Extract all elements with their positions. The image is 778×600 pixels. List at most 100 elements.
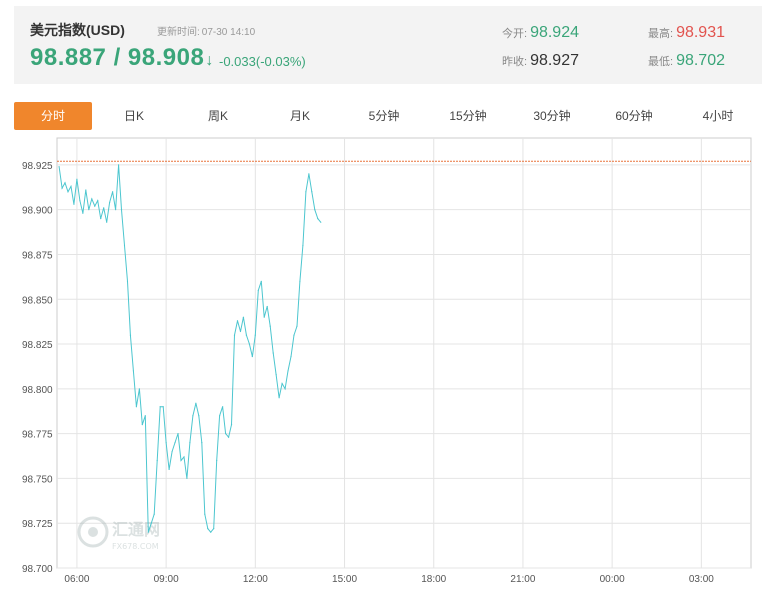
price-point: [299, 280, 301, 282]
price-point: [293, 334, 295, 336]
price-point: [132, 370, 135, 372]
plot-frame: [56, 137, 752, 569]
price-point: [219, 415, 221, 417]
price-point: [79, 200, 81, 202]
down-arrow-icon: ↓: [205, 52, 214, 69]
price-point: [153, 513, 155, 515]
price-point: [195, 402, 197, 404]
price-point: [91, 198, 93, 200]
price-point: [272, 352, 274, 354]
price-point: [67, 191, 69, 193]
price-point: [233, 334, 236, 336]
price-point: [239, 330, 242, 333]
x-tick-label: 12:00: [243, 574, 268, 585]
instrument-title: 美元指数(USD): [30, 22, 125, 38]
tab-weekly-k[interactable]: 周K: [207, 109, 228, 123]
price-point: [245, 334, 248, 336]
price-point: [82, 212, 84, 214]
tab-monthly-k[interactable]: 月K: [289, 109, 310, 123]
price-point: [144, 415, 146, 417]
price-point: [58, 166, 60, 168]
tab-intraday[interactable]: 分时: [14, 102, 92, 130]
y-tick-label: 98.800: [22, 385, 53, 396]
price-point: [207, 527, 209, 530]
update-time-value: 07-30 14:10: [201, 27, 256, 38]
price-point: [88, 209, 90, 211]
price-point: [162, 406, 164, 408]
price-point: [248, 343, 250, 345]
x-tick-label: 00:00: [600, 574, 625, 585]
price-point: [320, 221, 322, 223]
price-point: [189, 441, 191, 444]
price-point: [216, 459, 218, 462]
period-tabs: 分时 日K 周K 月K 5分钟 15分钟 30分钟 60分钟 4小时: [14, 102, 762, 130]
price-point: [159, 406, 161, 408]
x-tick-label: 18:00: [421, 574, 446, 585]
price-point: [126, 280, 129, 282]
price-point: [186, 477, 188, 480]
watermark-logo-dot: [88, 527, 98, 537]
watermark-domain: FX678.COM: [112, 542, 159, 551]
low-stat: 最低: 98.702: [648, 52, 725, 70]
price-point: [266, 305, 268, 308]
y-tick-label: 98.875: [22, 250, 53, 261]
price-points: [58, 164, 322, 533]
tab-4hour[interactable]: 4小时: [702, 109, 734, 123]
tab-30min[interactable]: 30分钟: [533, 109, 571, 123]
price-point: [141, 424, 143, 426]
price-point: [257, 289, 259, 291]
price-point: [117, 164, 120, 166]
price-point: [290, 355, 292, 358]
price-point: [114, 209, 117, 211]
prev-close-label: 昨收:: [502, 56, 528, 68]
price-point: [311, 191, 313, 193]
tab-daily-k[interactable]: 日K: [123, 109, 144, 123]
tab-5min[interactable]: 5分钟: [368, 109, 400, 123]
price-point: [278, 397, 280, 399]
x-axis-labels: 06:00 09:00 12:00 15:00 18:00 21:00 00:00 03:00: [64, 574, 714, 585]
x-tick-label: 21:00: [510, 574, 535, 585]
price-point: [109, 201, 111, 204]
price-point: [120, 209, 123, 211]
price-point: [305, 191, 307, 193]
price-point: [112, 191, 114, 193]
tab-60min[interactable]: 60分钟: [615, 109, 653, 123]
price-point: [269, 325, 271, 327]
price-point: [129, 334, 132, 336]
price-change: -0.033(-0.03%): [219, 54, 306, 69]
price-point: [242, 316, 245, 318]
price-point: [150, 522, 152, 524]
x-tick-label: 03:00: [689, 574, 714, 585]
price-point: [174, 441, 176, 444]
chart-grid: [57, 138, 751, 569]
y-tick-label: 98.750: [22, 474, 53, 485]
price-point: [103, 207, 105, 209]
high-stat: 最高: 98.931: [648, 24, 725, 42]
price-point: [100, 218, 102, 220]
prev-close-value: 98.927: [530, 52, 579, 69]
open-stat: 今开: 98.924: [502, 24, 579, 42]
y-tick-label: 98.925: [22, 161, 53, 172]
price-point: [284, 388, 286, 390]
open-value: 98.924: [530, 24, 579, 41]
y-axis-labels: 98.700 98.725 98.750 98.775 98.800 98.825 98.8…: [22, 161, 53, 575]
price-point: [230, 424, 233, 426]
price-point: [254, 334, 256, 336]
watermark-brand: 汇通网: [112, 520, 160, 539]
price-point: [281, 382, 283, 385]
tab-15min[interactable]: 15分钟: [449, 109, 487, 123]
price-point: [192, 415, 194, 417]
watermark-logo-icon: [77, 516, 109, 548]
price-point: [317, 218, 319, 220]
y-tick-label: 98.900: [22, 206, 53, 217]
x-tick-label: 15:00: [332, 574, 357, 585]
high-label: 最高:: [648, 28, 674, 40]
price-point: [201, 441, 203, 444]
price-point: [213, 527, 215, 530]
price-point: [287, 370, 289, 372]
price-point: [210, 531, 212, 533]
update-time: 更新时间: 07-30 14:10: [155, 23, 255, 38]
price-point: [198, 415, 200, 417]
x-tick-label: 06:00: [64, 574, 89, 585]
price-point: [314, 209, 316, 211]
